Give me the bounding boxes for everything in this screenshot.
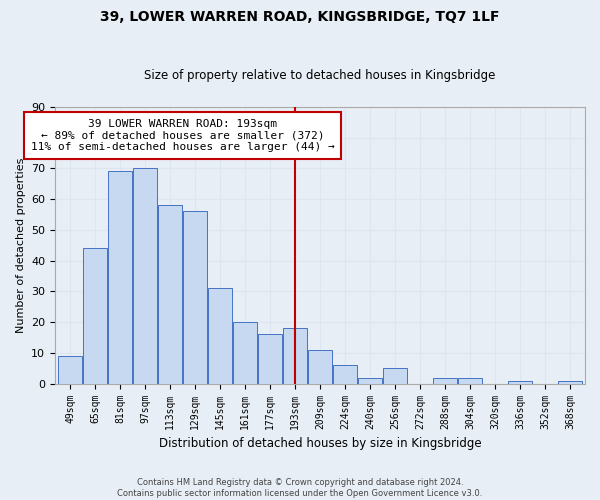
Bar	[283, 328, 307, 384]
Y-axis label: Number of detached properties: Number of detached properties	[16, 158, 26, 333]
Bar	[233, 322, 257, 384]
Bar	[383, 368, 407, 384]
Bar	[83, 248, 107, 384]
Bar	[308, 350, 332, 384]
Title: Size of property relative to detached houses in Kingsbridge: Size of property relative to detached ho…	[145, 69, 496, 82]
Bar	[433, 378, 457, 384]
Bar	[508, 380, 532, 384]
Text: Contains HM Land Registry data © Crown copyright and database right 2024.
Contai: Contains HM Land Registry data © Crown c…	[118, 478, 482, 498]
Bar	[333, 365, 357, 384]
Bar	[58, 356, 82, 384]
Bar	[558, 380, 582, 384]
Bar	[133, 168, 157, 384]
Bar	[258, 334, 282, 384]
Text: 39, LOWER WARREN ROAD, KINGSBRIDGE, TQ7 1LF: 39, LOWER WARREN ROAD, KINGSBRIDGE, TQ7 …	[100, 10, 500, 24]
Bar	[158, 205, 182, 384]
Bar	[108, 172, 132, 384]
Text: 39 LOWER WARREN ROAD: 193sqm
← 89% of detached houses are smaller (372)
11% of s: 39 LOWER WARREN ROAD: 193sqm ← 89% of de…	[31, 119, 334, 152]
Bar	[208, 288, 232, 384]
Bar	[358, 378, 382, 384]
Bar	[458, 378, 482, 384]
X-axis label: Distribution of detached houses by size in Kingsbridge: Distribution of detached houses by size …	[158, 437, 481, 450]
Bar	[183, 212, 207, 384]
